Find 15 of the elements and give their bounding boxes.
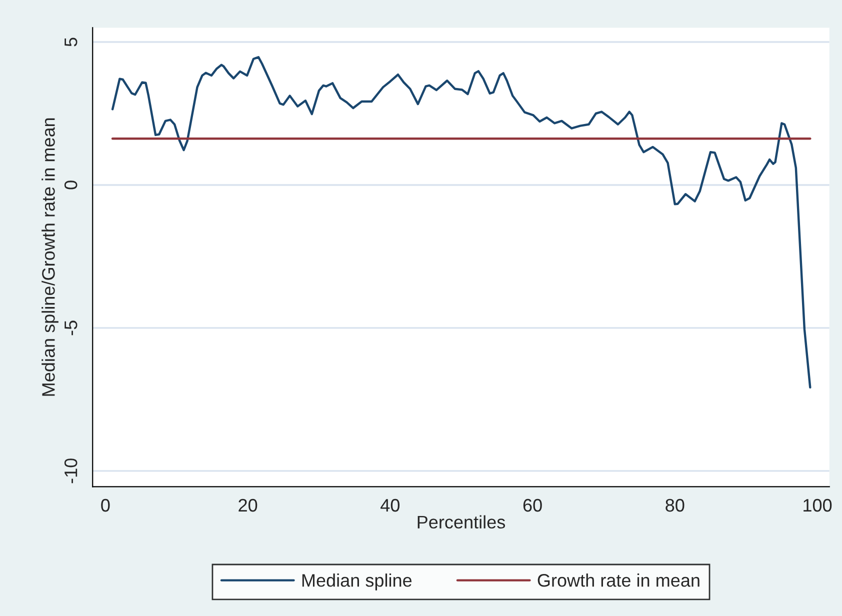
x-tick-label: 40 — [380, 498, 400, 512]
line-series — [111, 56, 812, 389]
y-tick-label: 5 — [64, 38, 78, 46]
x-tick-label: 20 — [238, 498, 258, 512]
x-axis-title: Percentiles — [418, 515, 506, 529]
y-tick-label: -5 — [64, 320, 78, 336]
x-tick-label: 100 — [804, 498, 832, 512]
legend-label: Median spline — [302, 574, 412, 590]
y-tick-label: -10 — [64, 458, 78, 484]
y-tick-label: 0 — [64, 180, 78, 190]
y-axis-title: Median spline/Growth rate in mean — [42, 118, 58, 396]
legend-label: Growth rate in mean — [538, 574, 700, 587]
x-tick-label: 0 — [101, 498, 110, 512]
x-tick-label: 60 — [523, 498, 542, 512]
x-tick-label: 80 — [666, 498, 684, 512]
